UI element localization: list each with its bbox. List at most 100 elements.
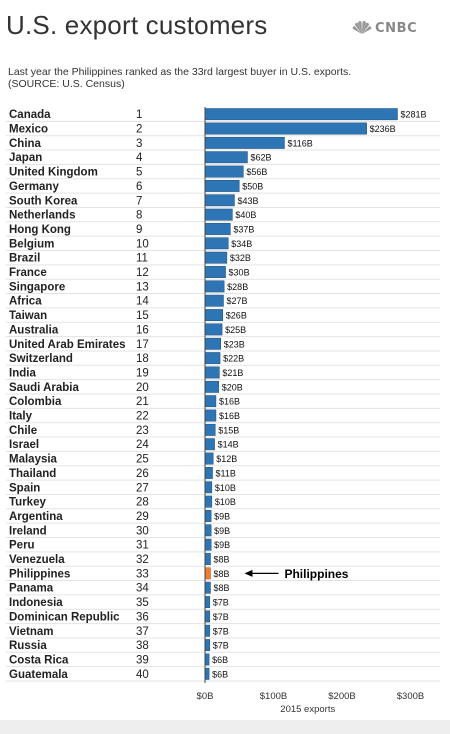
rank-label: 6 (136, 181, 142, 193)
rank-label: 13 (136, 281, 149, 293)
country-label: Netherlands (9, 210, 75, 222)
country-label: Hong Kong (9, 224, 71, 236)
rank-label: 19 (136, 367, 149, 379)
rank-label: 3 (136, 138, 142, 150)
bar (204, 223, 231, 235)
subtitle-line: Last year the Philippines ranked as the … (8, 66, 352, 78)
rank-label: 23 (136, 425, 149, 437)
bar (204, 237, 229, 250)
value-label: $12B (216, 454, 237, 464)
rank-label: 27 (136, 482, 149, 494)
country-label: Taiwan (9, 310, 47, 322)
bar (204, 136, 285, 149)
value-label: $27B (226, 296, 247, 306)
bar (204, 151, 248, 164)
rank-label: 5 (136, 167, 142, 179)
rank-label: 34 (136, 583, 149, 595)
value-label: $6B (212, 655, 228, 665)
value-label: $50B (242, 181, 263, 191)
cnbc-logo: CNBC (352, 19, 417, 37)
rank-label: 14 (136, 296, 149, 308)
rank-label: 40 (136, 669, 149, 681)
rank-label: 37 (136, 626, 149, 638)
rank-label: 28 (136, 497, 149, 509)
value-label: $16B (219, 397, 240, 407)
rank-label: 32 (136, 554, 149, 566)
value-label: $28B (227, 282, 248, 292)
value-label: $10B (215, 497, 236, 507)
country-label: Africa (9, 296, 42, 308)
value-label: $26B (226, 311, 247, 321)
rank-label: 1 (136, 109, 142, 121)
value-label: $32B (230, 253, 251, 263)
value-label: $8B (213, 583, 229, 593)
country-label: Turkey (9, 497, 46, 509)
rank-label: 26 (136, 468, 149, 480)
bar (204, 639, 211, 652)
value-label: $62B (250, 153, 271, 163)
bar (204, 524, 212, 537)
bar (204, 122, 367, 135)
rank-label: 9 (136, 224, 142, 236)
bar (204, 380, 219, 393)
bar (204, 581, 211, 594)
rank-label: 22 (136, 411, 149, 423)
rank-label: 36 (136, 611, 149, 623)
bar (204, 309, 224, 321)
country-label: Costa Rica (9, 654, 69, 666)
bar (204, 624, 211, 637)
chart-subtitle: Last year the Philippines ranked as the … (8, 66, 438, 90)
country-label: Japan (9, 152, 42, 164)
value-label: $7B (213, 612, 229, 622)
country-label: France (9, 267, 47, 279)
country-label: Thailand (9, 468, 56, 480)
rank-label: 10 (136, 238, 149, 250)
bar (204, 452, 214, 465)
rank-label: 11 (136, 253, 148, 265)
country-label: South Korea (9, 195, 78, 207)
bar (204, 208, 233, 221)
country-label: Peru (9, 540, 35, 552)
bar (204, 266, 226, 278)
country-label: Italy (9, 411, 33, 423)
value-label: $116B (287, 138, 312, 148)
bar (204, 409, 217, 422)
bar (204, 553, 211, 565)
bar (204, 481, 213, 494)
rank-label: 16 (136, 324, 149, 336)
country-label: Indonesia (9, 597, 63, 609)
rank-label: 7 (136, 195, 142, 207)
bar (204, 108, 398, 121)
bar (204, 423, 216, 436)
bar (204, 352, 221, 365)
country-label: Saudi Arabia (9, 382, 79, 394)
bar (204, 366, 220, 379)
rank-label: 25 (136, 454, 149, 466)
value-label: $21B (222, 368, 243, 378)
country-label: Brazil (9, 253, 40, 265)
bar (204, 653, 210, 666)
bar (204, 323, 223, 336)
value-label: $23B (224, 339, 245, 349)
bar-chart: Canada 1 $281B Mexico 2 $236B China 3 $116B Japan… (6, 107, 440, 715)
country-label: Argentina (9, 511, 63, 523)
rank-label: 31 (136, 540, 149, 552)
bar (204, 251, 228, 264)
bar (204, 180, 240, 192)
rank-label: 38 (136, 640, 149, 652)
rank-label: 21 (136, 396, 149, 408)
value-label: $9B (214, 540, 230, 550)
value-label: $10B (215, 483, 236, 493)
bar (204, 194, 235, 207)
country-label: Vietnam (9, 626, 54, 638)
country-label: Singapore (9, 281, 65, 293)
value-label: $236B (370, 124, 396, 134)
value-label: $22B (223, 354, 244, 364)
x-tick-label: $0B (197, 691, 214, 702)
annotation-label: Philippines (284, 567, 348, 581)
country-label: United Arab Emirates (9, 339, 126, 351)
value-label: $281B (400, 110, 426, 120)
bar (204, 165, 244, 178)
value-label: $6B (212, 669, 228, 679)
value-label: $30B (229, 268, 250, 278)
